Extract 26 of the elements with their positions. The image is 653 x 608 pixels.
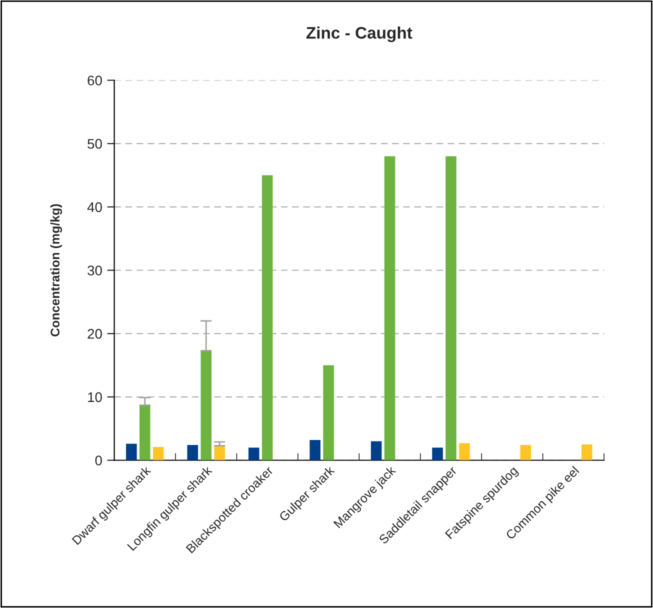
bar xyxy=(200,350,212,460)
bar xyxy=(459,443,470,460)
bar xyxy=(581,444,592,460)
bar xyxy=(310,440,320,460)
y-tick-label: 40 xyxy=(87,202,102,212)
bar xyxy=(214,446,225,460)
bar xyxy=(139,405,150,460)
bar xyxy=(370,441,382,460)
chart-title: Zinc - Caught xyxy=(306,26,412,42)
y-tick-label: 60 xyxy=(88,76,102,86)
bar xyxy=(152,446,164,460)
y-tick-label: 50 xyxy=(88,138,102,149)
y-tick-label: 20 xyxy=(88,328,102,339)
y-tick-label: 30 xyxy=(88,266,102,276)
y-tick-label: 10 xyxy=(88,392,102,402)
bar xyxy=(323,365,334,460)
bar xyxy=(262,175,273,460)
y-axis-title: Concentration (mg/kg) xyxy=(50,204,62,336)
bar xyxy=(187,445,198,460)
bar xyxy=(248,448,260,460)
bar xyxy=(126,444,137,460)
bar xyxy=(520,445,532,460)
bar xyxy=(432,448,443,460)
y-tick-label: 0 xyxy=(95,456,102,466)
bar xyxy=(446,156,456,460)
bar xyxy=(384,156,396,460)
